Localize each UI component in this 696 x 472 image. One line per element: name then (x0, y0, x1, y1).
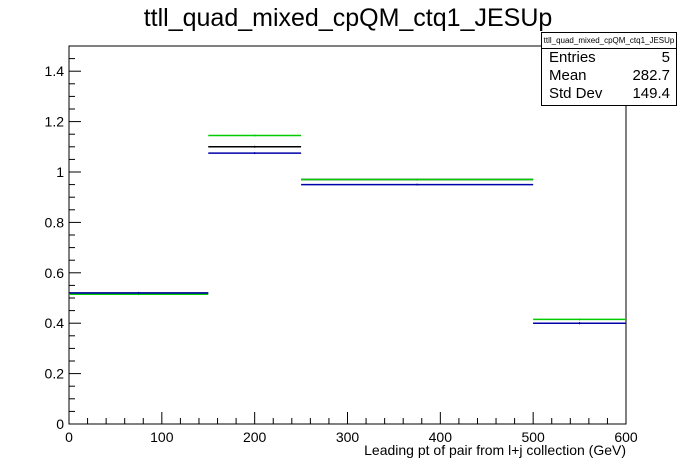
stats-label: Std Dev (549, 85, 603, 102)
stats-value: 5 (661, 49, 670, 66)
y-tick-label: 0.2 (45, 366, 65, 382)
y-tick-label: 0.6 (45, 265, 65, 281)
y-tick-label: 0.4 (45, 315, 65, 331)
y-tick-label: 1 (56, 164, 64, 180)
stats-box: ttll_quad_mixed_cpQM_ctq1_JESUp Entries … (541, 32, 677, 106)
x-tick-label: 400 (429, 429, 453, 445)
stats-value: 282.7 (632, 67, 670, 84)
x-axis-label: Leading pt of pair from l+j collection (… (364, 442, 626, 458)
chart-title: ttll_quad_mixed_cpQM_ctq1_JESUp (143, 4, 553, 32)
x-tick-label: 0 (65, 429, 73, 445)
x-tick-label: 200 (243, 429, 267, 445)
stats-label: Mean (549, 67, 587, 84)
histogram-series (69, 134, 626, 325)
y-tick-label: 1.4 (45, 63, 65, 79)
x-tick-label: 300 (336, 429, 360, 445)
stats-label: Entries (549, 49, 596, 66)
y-tick-label: 1.2 (45, 114, 65, 130)
x-tick-label: 500 (521, 429, 545, 445)
stats-value: 149.4 (632, 85, 670, 102)
stats-box-name: ttll_quad_mixed_cpQM_ctq1_JESUp (542, 33, 676, 49)
stats-row-stddev: Std Dev 149.4 (542, 85, 676, 103)
axes-ticks: 0 100 200 300 400 500 600 0 0.2 0.4 0.6 0.8 1 1.2 1.4 (45, 45, 638, 445)
x-tick-label: 600 (614, 429, 638, 445)
y-tick-label: 0 (56, 416, 64, 432)
stats-row-entries: Entries 5 (542, 49, 676, 67)
x-tick-label: 100 (150, 429, 174, 445)
stats-row-mean: Mean 282.7 (542, 67, 676, 85)
y-tick-label: 0.8 (45, 214, 65, 230)
